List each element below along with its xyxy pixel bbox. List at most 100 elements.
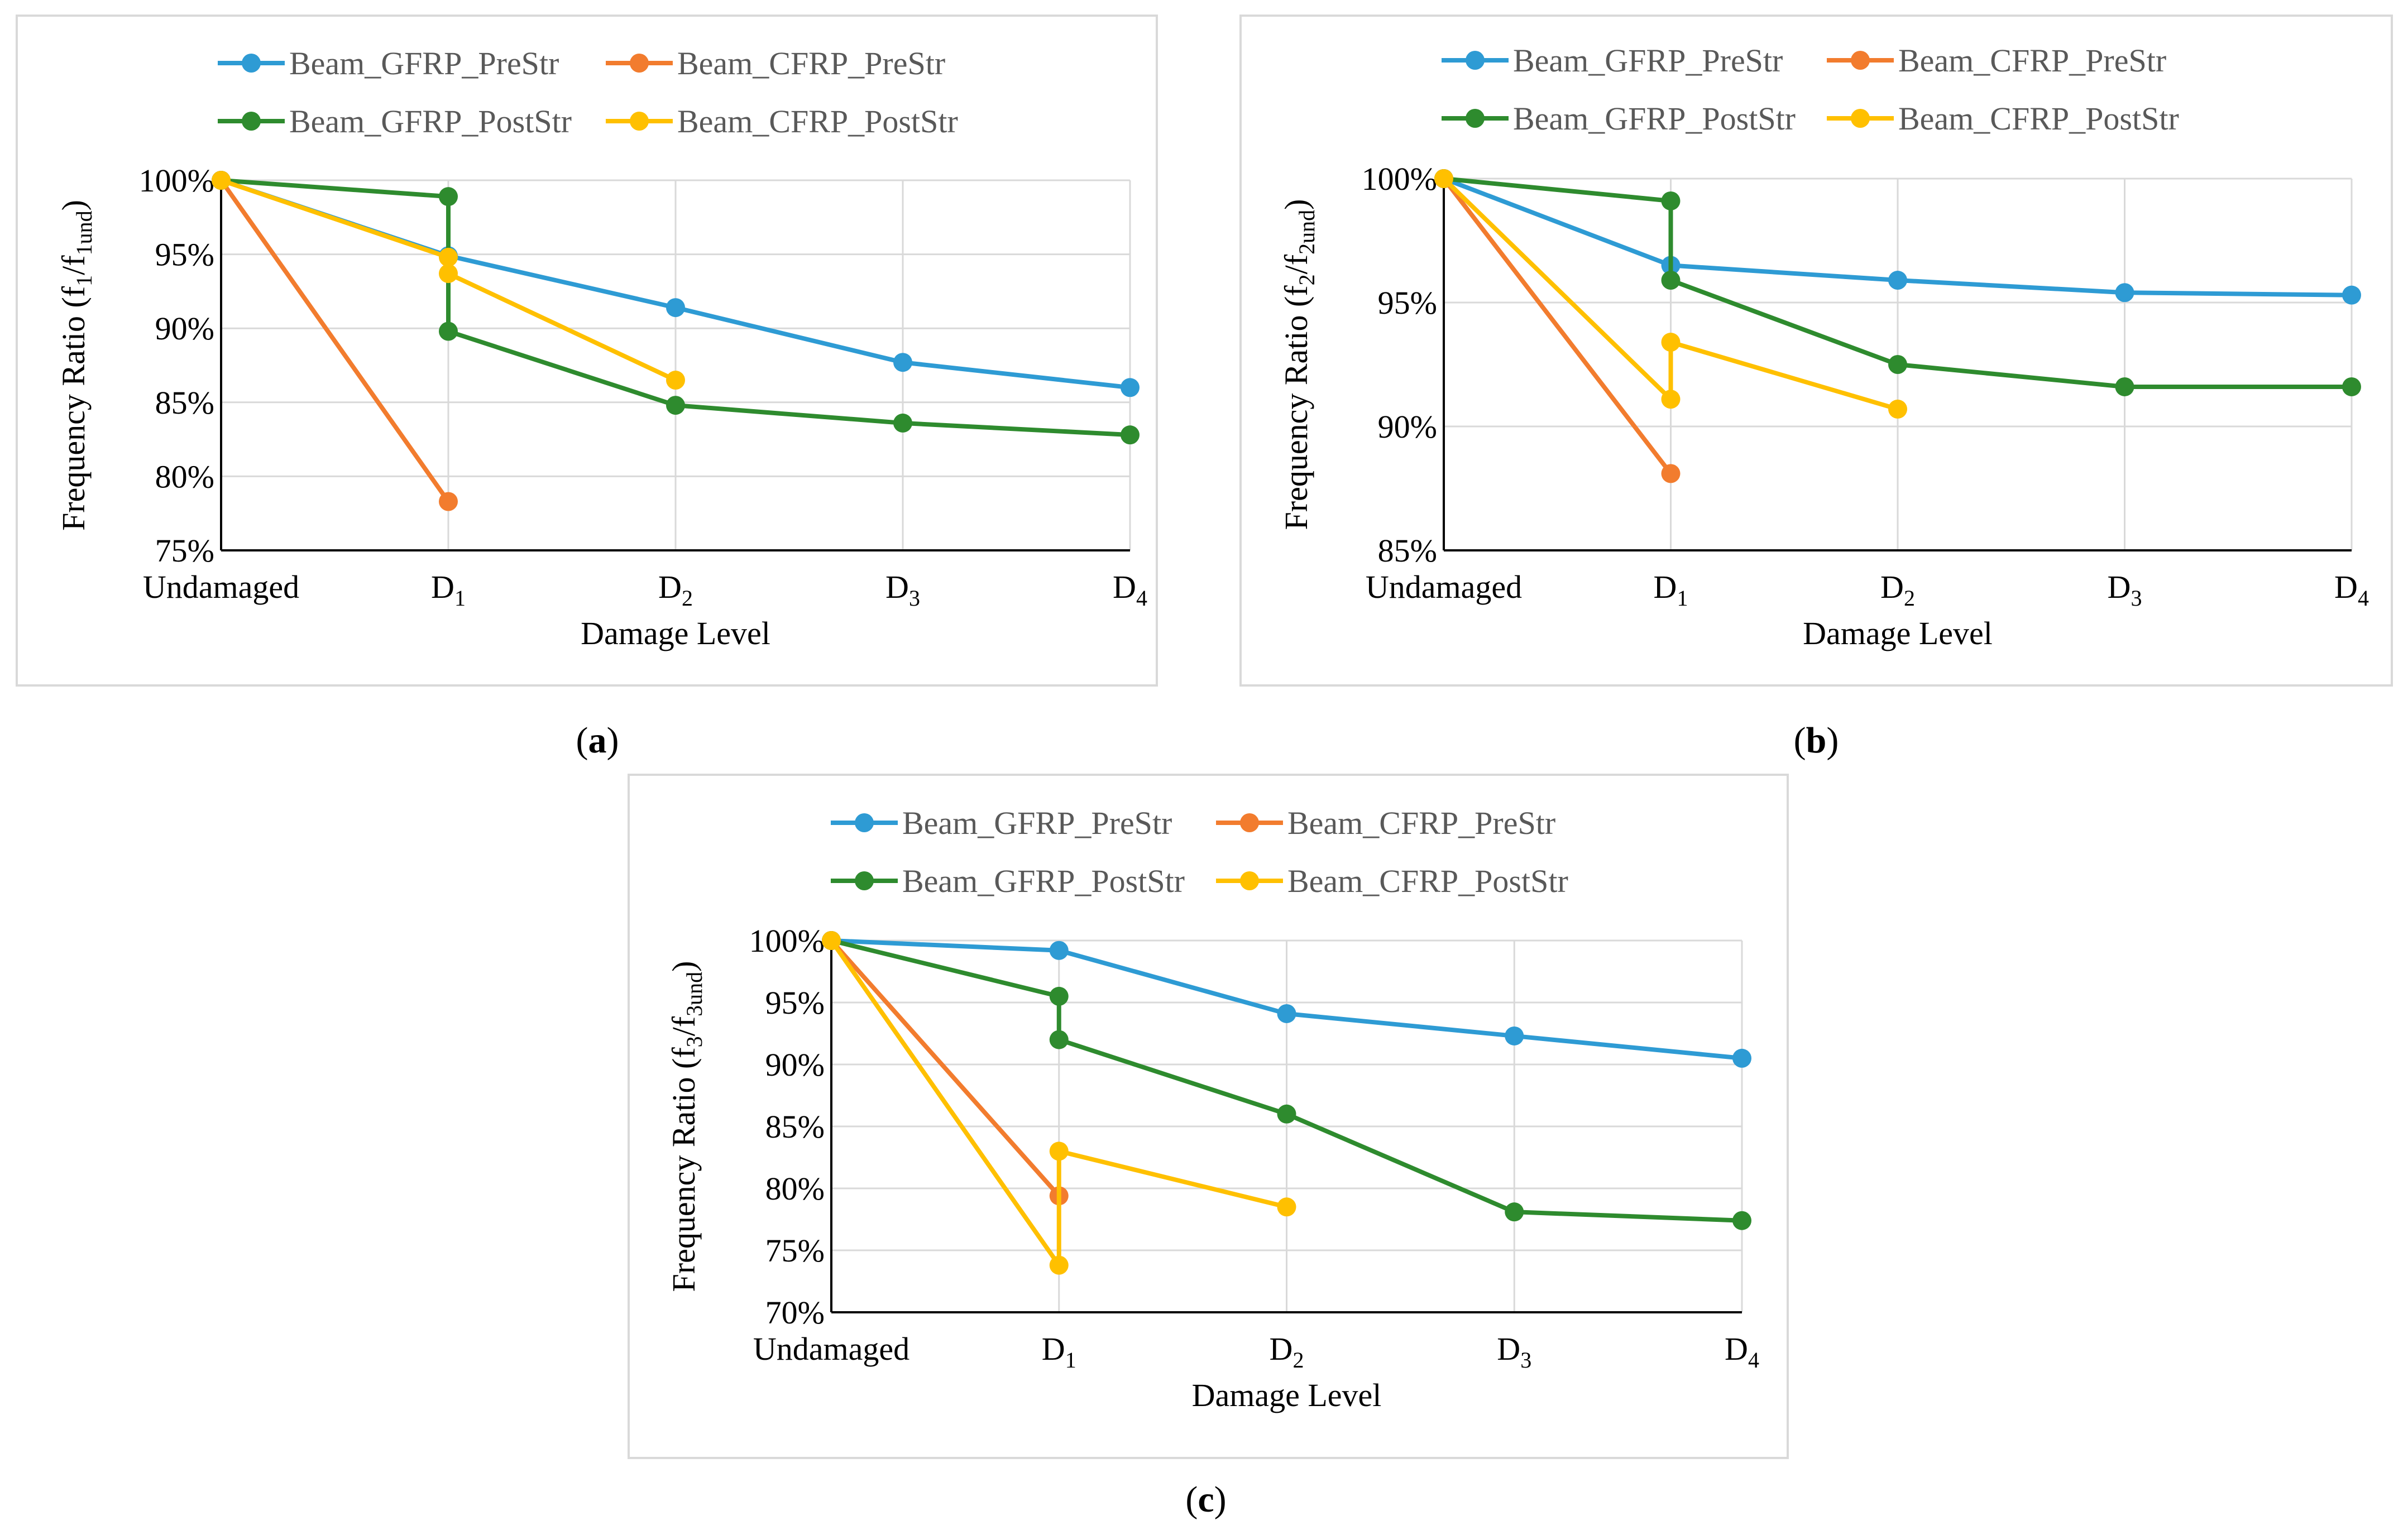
legend-label: Beam_CFRP_PreStr bbox=[677, 45, 945, 81]
data-point-beam-gfrp-prestr bbox=[1732, 1048, 1751, 1068]
x-axis-title: Damage Level bbox=[1803, 615, 1993, 651]
legend-swatch-marker bbox=[855, 813, 874, 832]
series-line-beam-cfrp-prestr bbox=[1442, 177, 1673, 475]
data-point-beam-gfrp-prestr bbox=[2342, 285, 2361, 305]
series-line-beam-gfrp-poststr bbox=[221, 178, 1131, 438]
series-line-beam-cfrp-prestr bbox=[830, 939, 1061, 1197]
y-axis-title: Frequency Ratio (f2/f2und) bbox=[1278, 199, 1319, 530]
y-axis-title: Frequency Ratio (f1/f1und) bbox=[55, 200, 97, 531]
legend-swatch-marker bbox=[1466, 51, 1485, 70]
data-point-beam-gfrp-poststr bbox=[1049, 986, 1069, 1006]
data-point-beam-cfrp-poststr bbox=[1661, 333, 1681, 352]
chart-frame bbox=[16, 15, 1158, 687]
legend-swatch-marker bbox=[630, 54, 649, 73]
data-point-beam-gfrp-prestr bbox=[1888, 271, 1907, 290]
legend-label: Beam_GFRP_PostStr bbox=[289, 103, 572, 140]
caption-b: (b) bbox=[1794, 720, 1839, 761]
y-tick-label: 100% bbox=[749, 923, 825, 959]
y-tick-label: 85% bbox=[155, 385, 214, 421]
y-tick-label: 95% bbox=[155, 237, 214, 273]
caption-a: (a) bbox=[576, 720, 619, 761]
legend-swatch-marker bbox=[1466, 109, 1485, 128]
x-tick-label: D1 bbox=[431, 569, 466, 611]
data-point-beam-cfrp-poststr bbox=[1888, 399, 1907, 419]
series-line-beam-cfrp-poststr bbox=[1442, 177, 1899, 411]
y-tick-label: 100% bbox=[1362, 161, 1437, 197]
legend-label: Beam_CFRP_PostStr bbox=[1287, 863, 1568, 899]
data-point-beam-gfrp-poststr bbox=[439, 187, 458, 207]
data-point-beam-gfrp-prestr bbox=[666, 298, 685, 318]
data-point-beam-gfrp-prestr bbox=[1277, 1004, 1296, 1023]
data-point-beam-cfrp-poststr bbox=[212, 171, 231, 190]
x-tick-label: Undamaged bbox=[753, 1331, 909, 1367]
data-point-beam-cfrp-poststr bbox=[822, 931, 841, 950]
legend-label: Beam_GFRP_PostStr bbox=[1513, 100, 1796, 137]
x-tick-label: D2 bbox=[1270, 1331, 1304, 1373]
data-point-beam-cfrp-poststr bbox=[1661, 390, 1681, 409]
y-tick-label: 75% bbox=[765, 1232, 825, 1269]
data-point-beam-gfrp-poststr bbox=[1505, 1202, 1524, 1222]
x-axis-title: Damage Level bbox=[581, 615, 770, 651]
x-tick-label: D2 bbox=[658, 569, 693, 611]
data-point-beam-cfrp-poststr bbox=[439, 247, 458, 267]
legend-label: Beam_CFRP_PostStr bbox=[1898, 100, 2179, 137]
y-tick-label: 80% bbox=[155, 458, 214, 495]
data-point-beam-gfrp-poststr bbox=[1888, 355, 1907, 374]
x-tick-label: D2 bbox=[1880, 569, 1915, 611]
legend-swatch-marker bbox=[630, 112, 649, 131]
data-point-beam-cfrp-prestr bbox=[1661, 464, 1681, 483]
data-point-beam-gfrp-poststr bbox=[893, 413, 912, 433]
data-point-beam-cfrp-poststr bbox=[1049, 1141, 1069, 1161]
data-point-beam-gfrp-poststr bbox=[2342, 377, 2361, 396]
data-point-beam-gfrp-prestr bbox=[2115, 283, 2134, 303]
legend-swatch-marker bbox=[855, 871, 874, 890]
caption-c: (c) bbox=[1185, 1479, 1226, 1520]
data-point-beam-cfrp-poststr bbox=[666, 371, 685, 390]
data-point-beam-gfrp-prestr bbox=[1121, 378, 1140, 397]
y-tick-label: 100% bbox=[139, 162, 214, 199]
data-point-beam-gfrp-poststr bbox=[1277, 1104, 1296, 1124]
data-point-beam-gfrp-poststr bbox=[1049, 1030, 1069, 1049]
legend-label: Beam_GFRP_PreStr bbox=[902, 805, 1172, 841]
series-line-beam-gfrp-poststr bbox=[831, 938, 1742, 1223]
x-tick-label: D4 bbox=[2334, 569, 2369, 611]
legend-swatch-marker bbox=[242, 112, 261, 131]
legend-label: Beam_CFRP_PreStr bbox=[1287, 805, 1555, 841]
legend-swatch-marker bbox=[1240, 813, 1259, 832]
data-point-beam-cfrp-prestr bbox=[439, 492, 458, 511]
y-tick-label: 95% bbox=[765, 985, 825, 1021]
chart-frame bbox=[1239, 15, 2393, 687]
data-point-beam-gfrp-poststr bbox=[1732, 1211, 1751, 1230]
data-point-beam-cfrp-poststr bbox=[439, 264, 458, 284]
y-tick-label: 90% bbox=[1378, 409, 1437, 445]
series-line-beam-cfrp-poststr bbox=[829, 939, 1287, 1268]
data-point-beam-gfrp-poststr bbox=[666, 396, 685, 415]
legend-label: Beam_GFRP_PostStr bbox=[902, 863, 1185, 899]
legend-swatch-marker bbox=[1851, 51, 1870, 70]
legend-label: Beam_GFRP_PreStr bbox=[1513, 42, 1783, 79]
x-tick-label: D4 bbox=[1113, 569, 1147, 611]
data-point-beam-cfrp-poststr bbox=[1277, 1197, 1296, 1217]
x-tick-label: D1 bbox=[1042, 1331, 1076, 1373]
data-point-beam-gfrp-prestr bbox=[1049, 941, 1069, 960]
legend-label: Beam_GFRP_PreStr bbox=[289, 45, 559, 81]
legend-swatch-marker bbox=[1240, 871, 1259, 890]
x-tick-label: D3 bbox=[2108, 569, 2142, 611]
y-tick-label: 90% bbox=[155, 310, 214, 347]
chart-frame bbox=[628, 774, 1789, 1459]
data-point-beam-gfrp-poststr bbox=[2115, 377, 2134, 396]
x-tick-label: Undamaged bbox=[143, 569, 299, 605]
x-axis-title: Damage Level bbox=[1192, 1377, 1382, 1413]
legend-label: Beam_CFRP_PreStr bbox=[1898, 42, 2166, 79]
y-tick-label: 85% bbox=[1378, 533, 1437, 569]
x-tick-label: D4 bbox=[1725, 1331, 1759, 1373]
panel-b-chart: 85% 90% 95% 100% Undamaged D1 D2 D3 D4 Damage Lev… bbox=[1239, 15, 2393, 687]
data-point-beam-gfrp-poststr bbox=[1121, 425, 1140, 445]
y-tick-label: 85% bbox=[765, 1109, 825, 1145]
y-tick-label: 80% bbox=[765, 1171, 825, 1207]
series-line-beam-cfrp-prestr bbox=[219, 179, 451, 503]
y-tick-label: 95% bbox=[1378, 285, 1437, 321]
data-point-beam-cfrp-poststr bbox=[1434, 169, 1453, 188]
data-point-beam-cfrp-poststr bbox=[1049, 1255, 1069, 1275]
